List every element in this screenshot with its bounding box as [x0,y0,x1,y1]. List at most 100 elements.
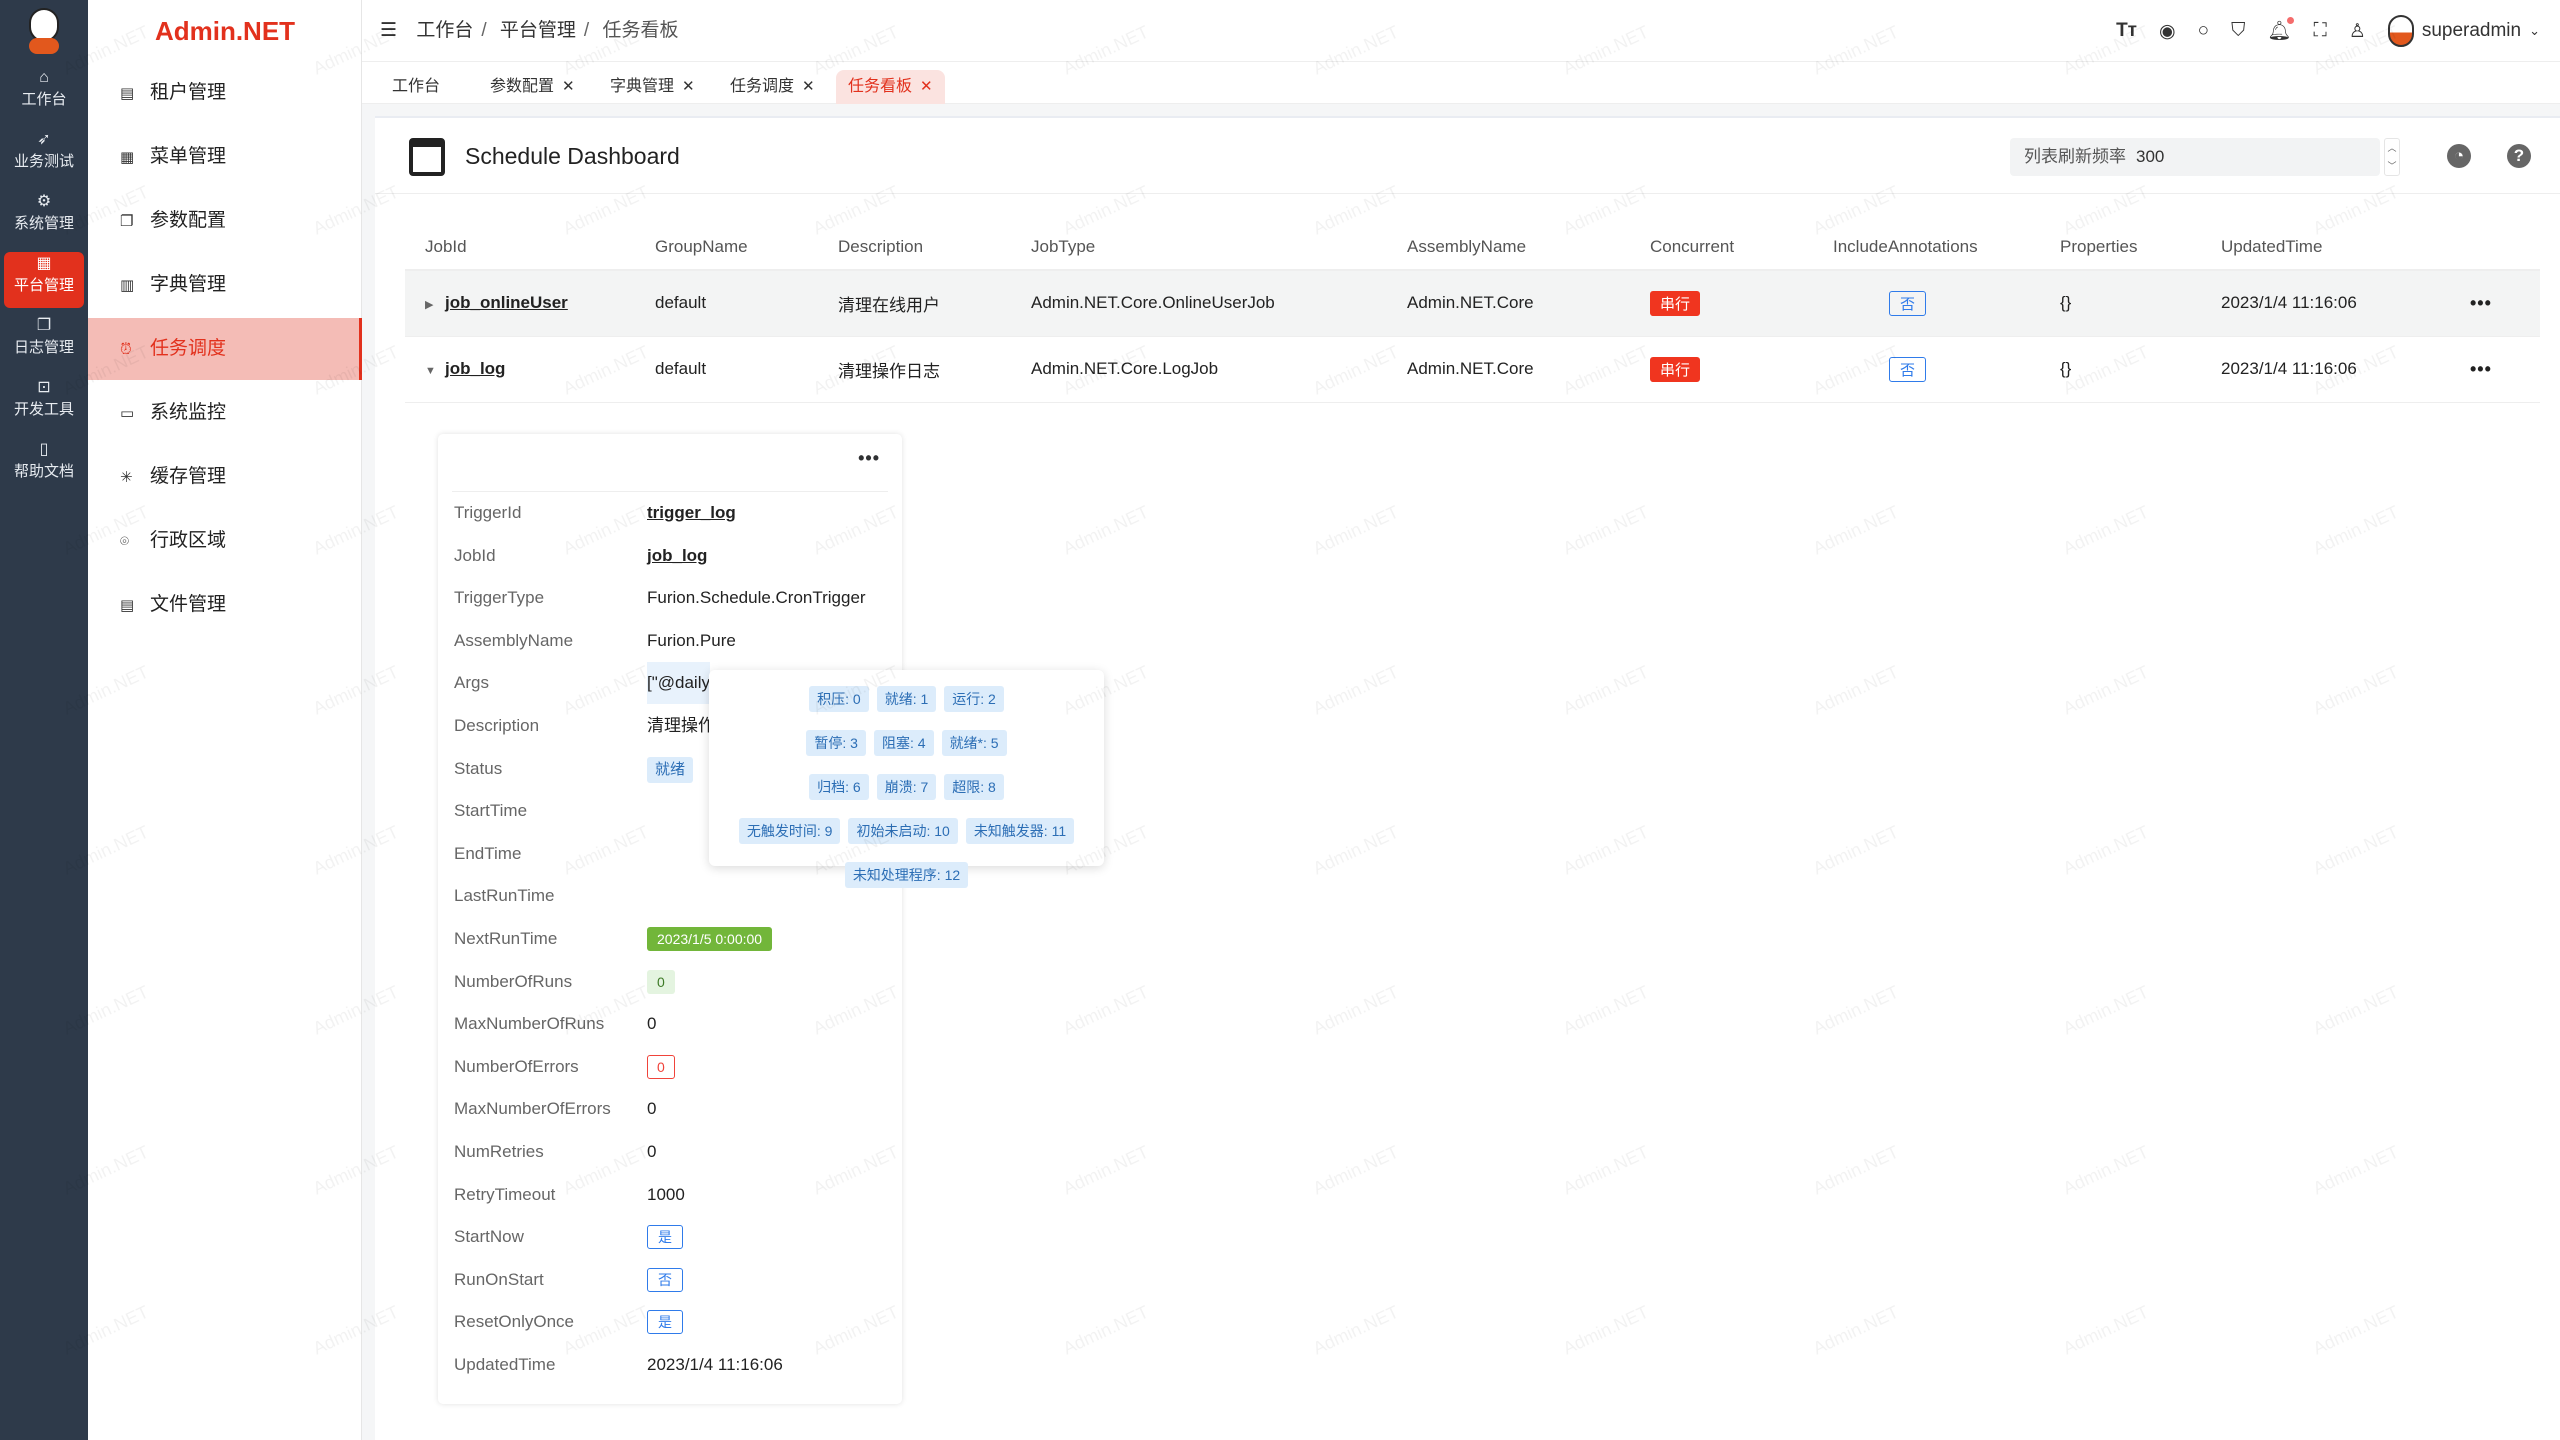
rail-item[interactable]: ▯ 帮助文档 [4,438,84,494]
tab-label: 任务调度 [730,78,795,95]
rail-item[interactable]: ▦ 平台管理 [4,252,84,308]
detail-label: RunOnStart [454,1269,544,1289]
tab[interactable]: 字典管理 ✕ [598,70,707,104]
sidebar-item[interactable]: ▦ 菜单管理 [88,126,362,188]
tab-bar: 工作台 参数配置 ✕ 字典管理 ✕ 任务调度 ✕ 任务看板 ✕ [362,62,2560,104]
tab[interactable]: 任务调度 ✕ [718,70,827,104]
close-icon[interactable]: ✕ [562,78,575,95]
cell-groupname: default [655,336,838,403]
user-icon[interactable]: ♙ [2348,20,2366,42]
sidebar-item[interactable]: ⌾ 行政区域 [88,510,362,572]
jobs-table: JobId GroupName Description JobType Assembly… [405,224,2540,403]
breadcrumb-item[interactable]: 平台管理 [499,20,576,41]
table-row[interactable]: ▼ job_log default 清理操作日志 Admin.NET.Core.LogJ… [405,336,2540,403]
cell-text: 清理在线用户 [838,295,940,315]
sidebar-item-label: 文件管理 [150,594,227,615]
sidebar-item[interactable]: ▥ 字典管理 [88,254,362,316]
refresh-frequency-input[interactable]: 列表刷新频率 300 [2010,138,2380,176]
help-icon[interactable]: ? [2507,144,2531,168]
sidebar-item[interactable]: ▭ 系统监控 [88,382,362,444]
user-menu[interactable]: superadmin ⌄ [2387,15,2540,47]
status-tag: 就绪: 1 [876,686,937,712]
menu-toggle-icon[interactable]: ☰ [380,20,398,41]
language-icon[interactable]: ◉ [2158,20,2176,42]
column-header[interactable]: Concurrent [1650,224,1833,271]
bell-icon[interactable]: 🔔︎ [2267,17,2295,43]
cell-jobid: ▼ job_log [405,336,655,403]
font-size-icon[interactable]: Tт [2116,20,2137,41]
more-icon[interactable]: ••• [2470,358,2492,379]
detail-value: 是 [647,1301,683,1343]
cell-text: default [655,293,707,313]
sidebar-item-label: 任务调度 [150,338,227,359]
column-header[interactable]: IncludeAnnotations [1833,224,2060,271]
column-header[interactable]: Properties [2060,224,2221,271]
column-header[interactable]: AssemblyName [1407,224,1650,271]
close-icon[interactable]: ✕ [682,78,695,95]
more-icon[interactable]: ••• [858,448,880,468]
tab[interactable]: 任务看板 ✕ [836,70,945,104]
close-icon[interactable]: ✕ [802,78,815,95]
detail-tag: 是 [647,1310,683,1335]
caret-right-icon[interactable]: ▶ [425,299,434,312]
detail-row: StartTime [454,790,894,832]
sidebar-item[interactable]: ▤ 租户管理 [88,62,362,124]
cell-properties: {} [2060,270,2221,337]
table-row[interactable]: ▶ job_onlineUser default 清理在线用户 Admin.NET.Co… [405,270,2540,337]
rail-item[interactable]: ⌂ 工作台 [4,66,84,122]
column-header[interactable]: GroupName [655,224,838,271]
theme-shirt-icon[interactable]: ⛉ [2231,20,2246,41]
notebook-icon: ▯ [39,441,49,458]
cell-text: Admin.NET.Core.OnlineUserJob [1031,293,1275,313]
tenant-icon: ▤ [120,85,135,102]
sidebar-item[interactable]: ⏰︎ 任务调度 [88,318,362,380]
detail-label: ResetOnlyOnce [454,1312,574,1332]
grid-icon: ▦ [36,255,52,272]
tab[interactable]: 参数配置 ✕ [478,70,587,104]
status-tag: 暂停: 3 [806,730,866,756]
location-icon: ⌾ [120,533,130,550]
status-tag: 超限: 8 [944,774,1004,800]
rail-item[interactable]: ❐ 日志管理 [4,314,84,370]
detail-row: NumRetries 0 [454,1131,894,1173]
status-tag: 无触发时间: 9 [738,818,841,844]
concurrent-tag: 串行 [1650,290,1701,316]
caret-down-icon[interactable]: ▼ [425,365,436,377]
send-icon: ➶ [37,131,51,148]
job-id-link[interactable]: job_onlineUser [445,293,568,313]
sidebar-item-label: 系统监控 [150,402,227,423]
detail-row: AssemblyName Furion.Pure [454,620,894,662]
pie-clock-icon[interactable]: ◔ [2447,144,2471,168]
chevron-up-icon[interactable]: ︿ [2387,143,2397,153]
column-header[interactable]: JobType [1031,224,1407,271]
detail-row: Description 清理操作 [454,705,894,747]
breadcrumb-item[interactable]: 工作台 [416,20,474,41]
tab[interactable]: 工作台 [380,70,452,104]
avatar [2387,15,2414,47]
column-header[interactable]: JobId [405,224,655,271]
detail-value: 1000 [647,1184,685,1204]
sidebar-item[interactable]: ✳ 缓存管理 [88,446,362,508]
fullscreen-icon[interactable]: ⛶ [2313,20,2327,41]
rail-item[interactable]: ⚙ 系统管理 [4,190,84,246]
status-tag: 就绪*: 5 [941,730,1007,756]
detail-label: EndTime [454,843,522,863]
detail-value[interactable]: job_log [647,545,708,565]
sidebar-item[interactable]: ▤ 文件管理 [88,574,362,636]
rail-item[interactable]: ➶ 业务测试 [4,128,84,184]
sidebar-item-label: 行政区域 [150,530,227,551]
detail-value[interactable]: trigger_log [647,503,736,522]
close-icon[interactable]: ✕ [920,78,933,95]
column-header[interactable]: Description [838,224,1031,271]
sidebar-item[interactable]: ❐ 参数配置 [88,190,362,252]
search-icon[interactable]: ○ [2197,20,2210,41]
more-icon[interactable]: ••• [2470,292,2492,313]
chevron-down-icon[interactable]: ﹀ [2387,161,2397,171]
job-id-link[interactable]: job_log [445,359,506,378]
detail-label: Description [454,716,540,735]
detail-tag: 0 [647,969,675,994]
detail-value: 2023/1/5 0:00:00 [647,918,773,960]
rail-item[interactable]: ⊡ 开发工具 [4,376,84,432]
column-header[interactable]: UpdatedTime [2221,224,2470,271]
refresh-stepper[interactable]: ︿ ﹀ [2384,138,2400,176]
